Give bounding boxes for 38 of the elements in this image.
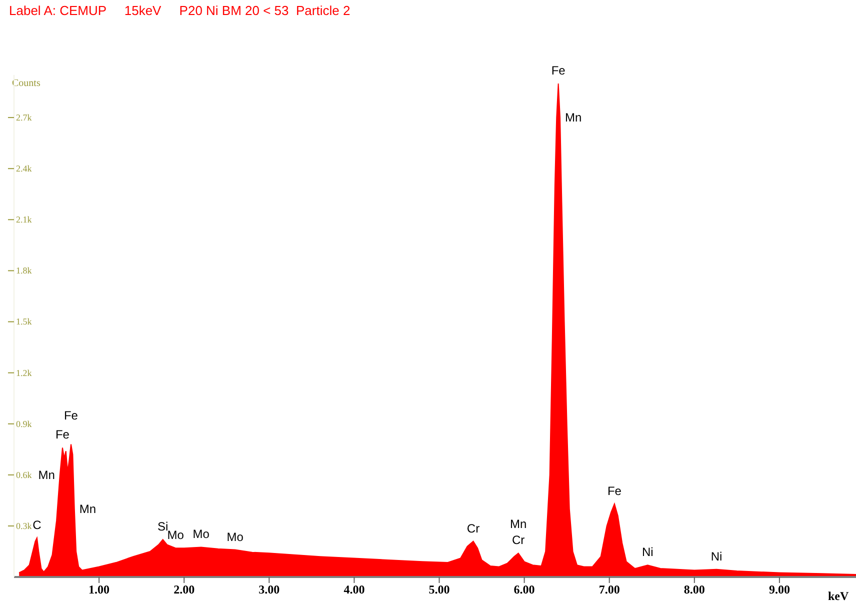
x-tick-label: 4.00 [344,582,365,597]
annotation: Mo [192,527,210,542]
annotation: Ni [710,549,722,564]
y-tick-label: 2.7k [16,112,32,123]
y-tick-label: 2.1k [16,214,32,225]
annotation: Mn [79,502,96,516]
annotation: Cr [466,521,480,536]
x-tick-label: 8.00 [684,582,705,597]
annotation: Ni [642,545,654,560]
x-tick-label: 1.00 [88,582,110,597]
annotation: Mn [38,468,55,482]
y-tick-label: 1.2k [16,368,32,378]
chart-title: Label A: CEMUP 15keV P20 Ni BM 20 < 53 Particle 2 [9,3,350,18]
y-tick-label: 1.5k [16,316,32,327]
annotation: Fe [607,484,622,498]
x-tick-label: 9.00 [768,582,790,597]
y-tick-label: 0.6k [16,470,32,480]
x-axis-title: keV [828,589,849,604]
annotation: Mo [167,528,184,542]
annotation: Cr [512,533,525,548]
y-tick-label: 0.9k [16,418,32,429]
annotation: Fe [55,428,70,442]
annotation: C [32,518,42,532]
y-tick-label: 0.3k [16,520,32,531]
annotation: Mn [565,110,582,125]
y-tick-label: 1.8k [16,266,32,276]
x-tick-label: 5.00 [428,582,450,597]
annotation: Fe [551,64,566,78]
x-tick-label: 6.00 [514,582,535,597]
y-axis-title: Counts [12,78,40,89]
y-tick-label: 2.4k [16,164,32,174]
annotation: Si [158,520,168,534]
x-tick-label: 3.00 [258,582,280,597]
annotation: Fe [64,408,78,422]
x-tick-label: 2.00 [174,582,195,597]
annotation: Mo [226,530,244,544]
x-tick-label: 7.00 [598,582,620,597]
annotation: Mn [510,517,527,532]
